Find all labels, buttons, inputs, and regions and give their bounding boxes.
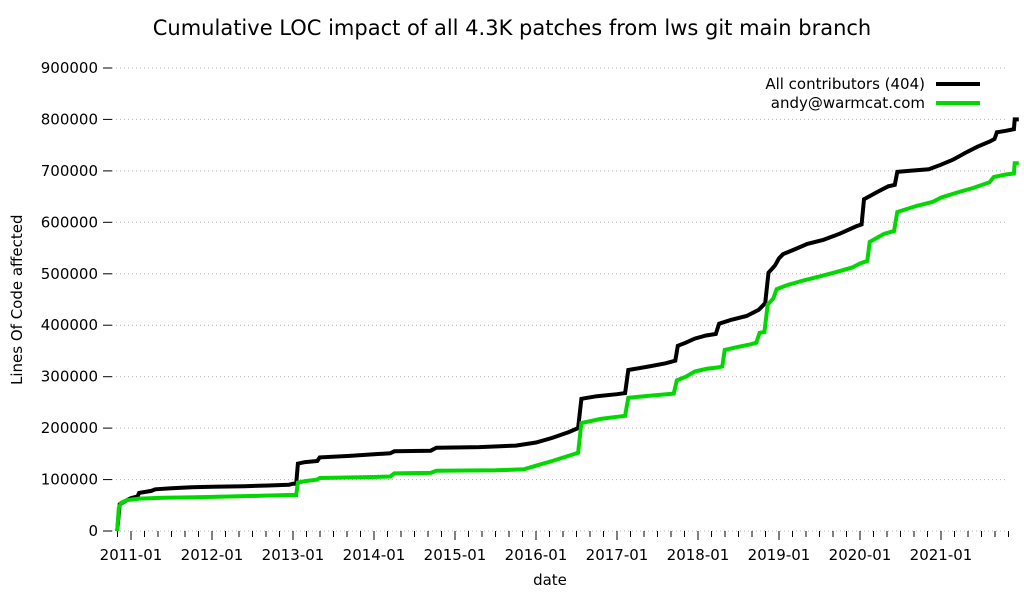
x-tick-label: 2020-01 [829,546,892,564]
legend: All contributors (404) andy@warmcat.com [765,74,980,112]
y-tick-label: 500000 [41,265,98,283]
x-tick-label: 2015-01 [424,546,487,564]
y-tick-label: 0 [88,522,98,540]
y-tick-label: 800000 [41,110,98,128]
x-tick-label: 2012-01 [181,546,244,564]
legend-swatch-andy-warmcat [936,100,980,105]
y-tick-label: 400000 [41,316,98,334]
y-tick-label: 900000 [41,59,98,77]
x-tick-label: 2017-01 [586,546,649,564]
x-tick-label: 2021-01 [910,546,973,564]
legend-item-andy-warmcat: andy@warmcat.com [765,93,980,112]
x-tick-label: 2011-01 [100,546,163,564]
x-tick-label: 2014-01 [343,546,406,564]
x-tick-label: 2019-01 [748,546,811,564]
y-tick-label: 100000 [41,471,98,489]
x-axis-label: date [533,571,567,589]
y-tick-label: 700000 [41,162,98,180]
y-tick-label: 600000 [41,213,98,231]
series-all-contributors [115,117,1019,532]
x-tick-label: 2013-01 [262,546,325,564]
y-tick-label: 300000 [41,368,98,386]
x-tick-label: 2018-01 [667,546,730,564]
series-andy-warmcat [115,161,1019,532]
legend-label-all-contributors: All contributors (404) [765,74,925,93]
legend-item-all-contributors: All contributors (404) [765,74,980,93]
legend-label-andy-warmcat: andy@warmcat.com [770,93,925,112]
x-tick-label: 2016-01 [505,546,568,564]
legend-swatch-all-contributors [936,81,980,86]
y-tick-label: 200000 [41,419,98,437]
chart-title: Cumulative LOC impact of all 4.3K patche… [152,16,872,40]
